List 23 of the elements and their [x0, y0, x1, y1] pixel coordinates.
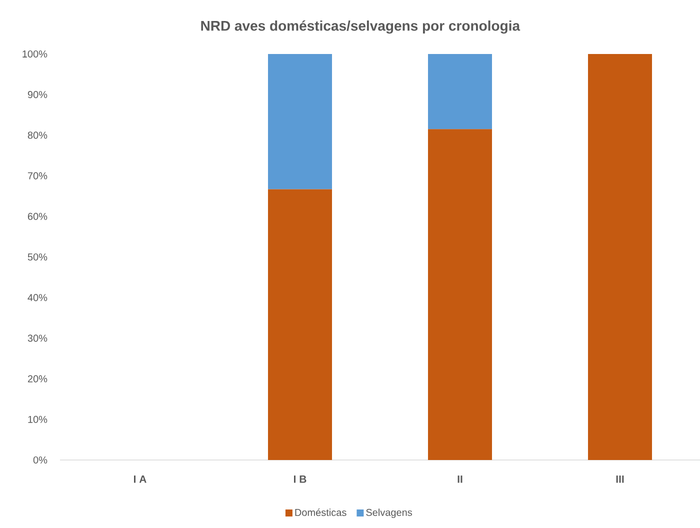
y-tick-label: 50% — [28, 253, 48, 261]
y-tick-label: 0% — [33, 456, 48, 464]
bar — [428, 54, 492, 130]
y-tick-label: 90% — [28, 91, 48, 98]
y-tick-label: 30% — [28, 334, 48, 342]
y-tick-label: 20% — [28, 375, 48, 382]
bar — [588, 54, 652, 460]
x-tick-label: II — [458, 476, 462, 483]
y-tick-label: 60% — [28, 212, 48, 220]
x-tick-label: I A — [134, 476, 146, 483]
y-tick-label: 10% — [28, 416, 48, 423]
bar — [268, 189, 332, 460]
chart-title: NRD aves domésticas/selvagens por cronologia — [201, 20, 520, 34]
y-tick-label: 100% — [22, 50, 48, 58]
x-tick-label: III — [616, 476, 624, 483]
bar — [428, 129, 492, 460]
legend-label: Domésticas — [295, 508, 346, 516]
y-tick-label: 40% — [28, 294, 48, 302]
legend-label: Selvagens — [366, 508, 412, 518]
bar — [268, 54, 332, 190]
y-tick-label: 70% — [28, 172, 48, 180]
y-tick-label: 80% — [28, 132, 48, 139]
x-tick-label: I B — [294, 476, 306, 483]
